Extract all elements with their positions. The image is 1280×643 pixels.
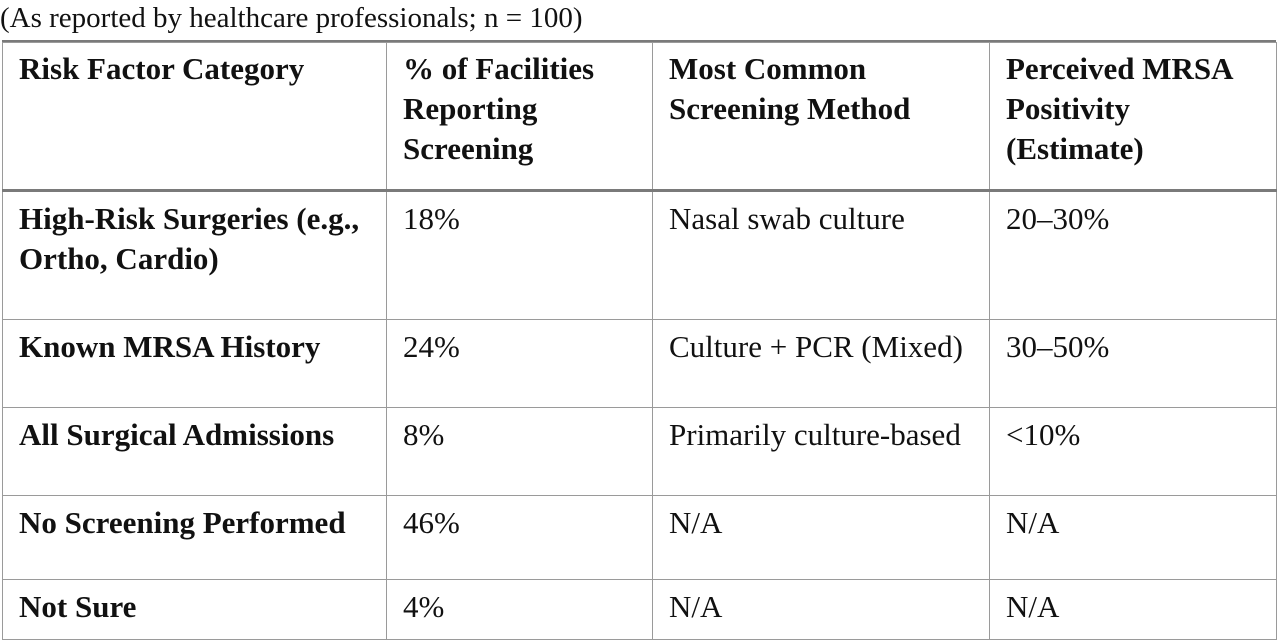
row-method: Culture + PCR (Mixed) [652,319,990,408]
header-perceived-positivity: Perceived MRSA Positivity (Estimate) [989,42,1277,192]
table-row: High-Risk Surgeries (e.g., Ortho, Cardio… [2,190,1277,320]
row-percent: 8% [386,407,653,496]
table-row: All Surgical Admissions 8% Primarily cul… [2,407,1277,496]
row-percent: 4% [386,579,653,640]
mrsa-screening-table: Risk Factor Category % of Facilities Rep… [2,42,1277,640]
table-header-row: Risk Factor Category % of Facilities Rep… [2,42,1277,192]
row-method: Nasal swab culture [652,190,990,320]
row-positivity: N/A [989,495,1277,580]
row-percent: 46% [386,495,653,580]
row-positivity: 30–50% [989,319,1277,408]
row-category: Not Sure [2,579,387,640]
row-positivity: <10% [989,407,1277,496]
row-positivity: N/A [989,579,1277,640]
row-category: All Surgical Admissions [2,407,387,496]
row-category: Known MRSA History [2,319,387,408]
row-percent: 24% [386,319,653,408]
table-row: Known MRSA History 24% Culture + PCR (Mi… [2,319,1277,408]
header-risk-factor-category: Risk Factor Category [2,42,387,192]
row-percent: 18% [386,190,653,320]
row-method: N/A [652,495,990,580]
table-caption: (As reported by healthcare professionals… [0,2,583,34]
table-row: Not Sure 4% N/A N/A [2,579,1277,640]
row-positivity: 20–30% [989,190,1277,320]
row-method: N/A [652,579,990,640]
row-method: Primarily culture-based [652,407,990,496]
table-row: No Screening Performed 46% N/A N/A [2,495,1277,580]
header-screening-method: Most Common Screening Method [652,42,990,192]
table-top-rule [2,40,1276,43]
row-category: No Screening Performed [2,495,387,580]
row-category: High-Risk Surgeries (e.g., Ortho, Cardio… [2,190,387,320]
header-percent-facilities: % of Facilities Reporting Screening [386,42,653,192]
